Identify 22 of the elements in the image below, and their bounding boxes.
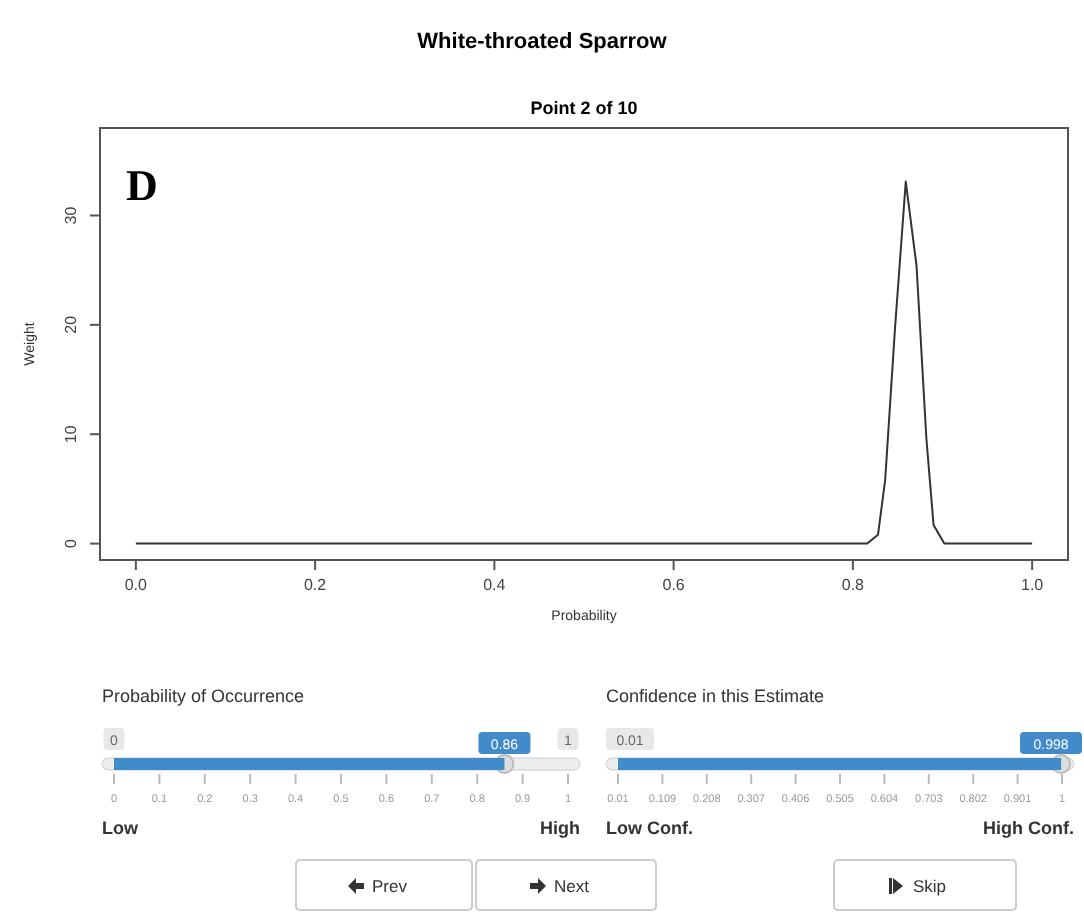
text: Low	[102, 818, 140, 838]
text: Next	[554, 876, 591, 896]
x-tick-label: 0.6	[662, 576, 686, 594]
chart-title: Confidence in this Estimate	[606, 686, 825, 706]
x-tick-label: 0.0	[124, 576, 149, 594]
x-tick-label: 0.2	[303, 576, 328, 594]
y-tick-label: 10	[62, 424, 80, 444]
y-tick-label: 0	[62, 538, 80, 549]
chart-title: White-throated Sparrow	[417, 30, 668, 54]
text: Low Conf.	[606, 818, 693, 838]
chart-subtitle: Point 2 of 10	[530, 98, 638, 118]
x-tick-label: 0.8	[841, 576, 866, 594]
y-tick-label: 30	[62, 205, 80, 225]
x-tick-label: 1.0	[1021, 576, 1045, 594]
annotation: D	[126, 160, 158, 210]
text: Skip	[913, 876, 947, 896]
y-tick-label: 20	[62, 314, 80, 334]
text: Prev	[372, 876, 409, 896]
x-tick-label: 0.4	[483, 576, 507, 594]
text: High Conf.	[983, 818, 1074, 838]
chart-title: Probability of Occurrence	[102, 686, 305, 706]
text: High	[540, 818, 580, 838]
